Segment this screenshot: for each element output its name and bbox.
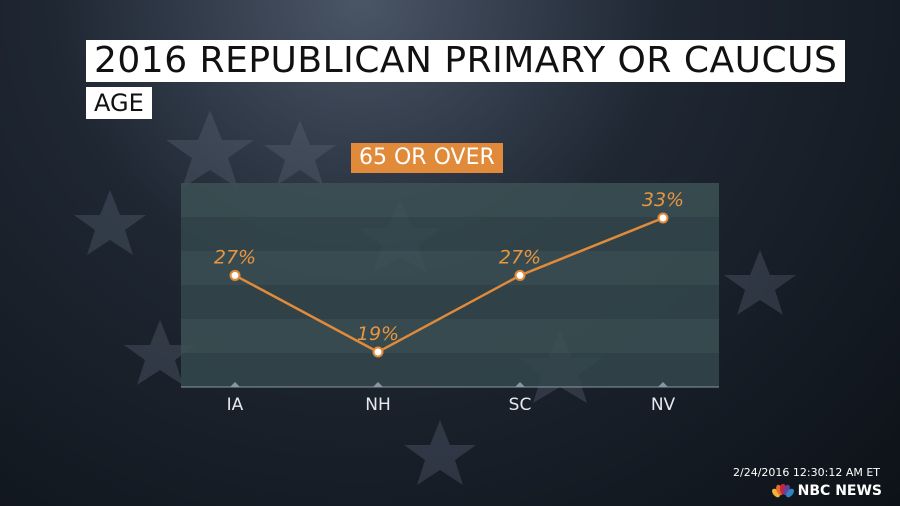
data-labels: 27% 19% 27% 33%: [214, 189, 684, 345]
x-tick-label-sc: SC: [509, 395, 532, 415]
x-tick-label-nh: NH: [365, 395, 391, 415]
chart-subtitle: AGE: [86, 87, 152, 119]
series-line: [229, 212, 669, 358]
series-line-path: [234, 216, 664, 354]
x-tick-label-ia: IA: [227, 395, 244, 415]
grid-band: [181, 353, 719, 387]
data-label-ia: 27%: [214, 246, 256, 268]
data-point-ia: [229, 269, 241, 281]
grid-band: [181, 217, 719, 251]
data-point-nh: [372, 346, 384, 358]
data-label-sc: 27%: [499, 246, 541, 268]
series-label: 65 OR OVER: [351, 143, 503, 173]
timestamp: 2/24/2016 12:30:12 AM ET: [733, 466, 880, 479]
data-label-nh: 19%: [357, 323, 399, 345]
tick-mark: [230, 382, 240, 387]
x-tick-label-nv: NV: [651, 395, 676, 415]
data-point-nv: [657, 212, 669, 224]
x-axis-ticks: IA NH SC NV: [227, 382, 676, 415]
tick-mark: [658, 382, 668, 387]
data-point-sc: [514, 269, 526, 281]
tick-mark: [373, 382, 383, 387]
nbc-news-logo: NBC NEWS: [771, 483, 882, 499]
tick-mark: [515, 382, 525, 387]
brand-name: NBC NEWS: [797, 483, 882, 499]
data-label-nv: 33%: [642, 189, 684, 211]
plot-area: [181, 183, 719, 388]
grid-band: [181, 319, 719, 353]
chart-title: 2016 REPUBLICAN PRIMARY OR CAUCUS: [86, 40, 846, 82]
peacock-icon: [771, 484, 794, 498]
grid-band: [181, 251, 719, 285]
grid-band: [181, 183, 719, 217]
